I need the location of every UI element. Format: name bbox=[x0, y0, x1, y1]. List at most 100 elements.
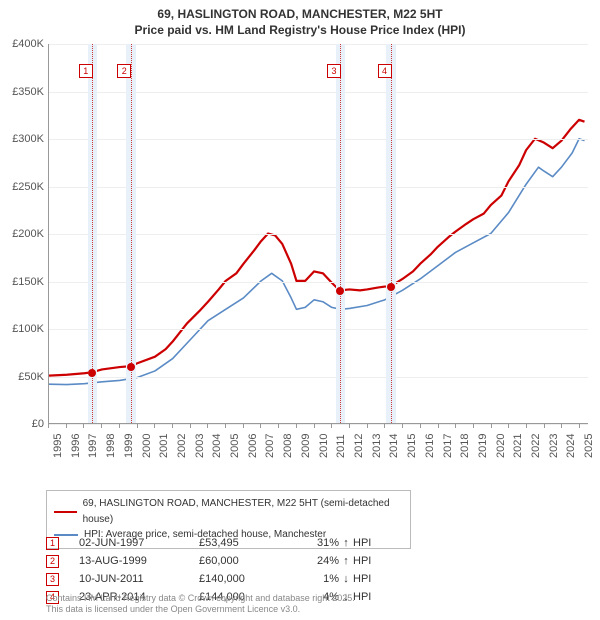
x-tick bbox=[367, 423, 368, 428]
x-tick-label: 2013 bbox=[371, 434, 383, 458]
x-tick-label: 2003 bbox=[194, 434, 206, 458]
x-tick bbox=[83, 423, 84, 428]
x-tick bbox=[420, 423, 421, 428]
sales-row-price: £140,000 bbox=[199, 573, 289, 585]
sales-row-tag: HPI bbox=[353, 591, 383, 603]
x-tick bbox=[207, 423, 208, 428]
x-tick-label: 2019 bbox=[477, 434, 489, 458]
x-tick-label: 2022 bbox=[530, 434, 542, 458]
x-tick-label: 2012 bbox=[353, 434, 365, 458]
chart-title-block: 69, HASLINGTON ROAD, MANCHESTER, M22 5HT… bbox=[0, 0, 600, 38]
legend-label-property: 69, HASLINGTON ROAD, MANCHESTER, M22 5HT… bbox=[83, 496, 403, 527]
sale-dotted-line bbox=[391, 44, 392, 423]
sales-row-date: 02-JUN-1997 bbox=[79, 537, 199, 549]
x-tick-label: 1998 bbox=[105, 434, 117, 458]
x-tick-label: 2001 bbox=[158, 434, 170, 458]
x-tick-label: 2004 bbox=[211, 434, 223, 458]
footnote: Contains HM Land Registry data © Crown c… bbox=[46, 593, 355, 616]
sales-row-price: £53,495 bbox=[199, 537, 289, 549]
x-tick bbox=[119, 423, 120, 428]
sale-marker-3: 3 bbox=[327, 64, 341, 78]
x-tick bbox=[243, 423, 244, 428]
x-tick bbox=[172, 423, 173, 428]
arrow-icon: ↑ bbox=[339, 555, 353, 567]
x-tick bbox=[331, 423, 332, 428]
sales-row-date: 10-JUN-2011 bbox=[79, 573, 199, 585]
sale-point-dot bbox=[387, 283, 395, 291]
x-tick bbox=[190, 423, 191, 428]
x-tick bbox=[66, 423, 67, 428]
x-tick-label: 2011 bbox=[335, 434, 347, 458]
sales-row-marker: 1 bbox=[46, 537, 59, 550]
x-tick bbox=[526, 423, 527, 428]
sale-point-dot bbox=[88, 369, 96, 377]
x-tick-label: 2007 bbox=[264, 434, 276, 458]
arrow-icon: ↑ bbox=[339, 537, 353, 549]
x-tick-label: 2015 bbox=[406, 434, 418, 458]
x-tick-label: 2025 bbox=[583, 434, 595, 458]
x-tick-label: 1999 bbox=[123, 434, 135, 458]
y-tick-label: £250K bbox=[0, 181, 44, 193]
sales-row-tag: HPI bbox=[353, 537, 383, 549]
x-tick bbox=[349, 423, 350, 428]
x-tick bbox=[455, 423, 456, 428]
x-tick bbox=[296, 423, 297, 428]
sales-row-marker: 2 bbox=[46, 555, 59, 568]
x-tick-label: 2021 bbox=[512, 434, 524, 458]
sales-row-pct: 1% bbox=[289, 573, 339, 585]
x-tick-label: 2020 bbox=[495, 434, 507, 458]
sales-row-price: £60,000 bbox=[199, 555, 289, 567]
y-tick-label: £100K bbox=[0, 323, 44, 335]
sales-row: 1 02-JUN-1997£53,49531%↑HPI bbox=[46, 534, 383, 552]
x-tick-label: 2010 bbox=[318, 434, 330, 458]
y-tick-label: £150K bbox=[0, 276, 44, 288]
x-tick bbox=[544, 423, 545, 428]
sales-row-pct: 31% bbox=[289, 537, 339, 549]
title-line2: Price paid vs. HM Land Registry's House … bbox=[0, 22, 600, 38]
x-tick-label: 2009 bbox=[300, 434, 312, 458]
sales-row-marker: 3 bbox=[46, 573, 59, 586]
x-tick-label: 2000 bbox=[141, 434, 153, 458]
x-tick bbox=[154, 423, 155, 428]
legend-item-property: 69, HASLINGTON ROAD, MANCHESTER, M22 5HT… bbox=[54, 496, 403, 527]
x-tick bbox=[314, 423, 315, 428]
x-axis-labels: 1995 1996 1997 1998 1999 2000 2001 2002 2003 2004… bbox=[48, 424, 588, 484]
sale-marker-1: 1 bbox=[79, 64, 93, 78]
footnote-line1: Contains HM Land Registry data © Crown c… bbox=[46, 593, 355, 605]
x-tick bbox=[48, 423, 49, 428]
legend-swatch-property bbox=[54, 511, 77, 513]
sale-dotted-line bbox=[92, 44, 93, 423]
x-tick bbox=[473, 423, 474, 428]
x-tick bbox=[561, 423, 562, 428]
y-tick-label: £300K bbox=[0, 133, 44, 145]
x-tick-label: 2014 bbox=[388, 434, 400, 458]
x-tick-label: 1997 bbox=[87, 434, 99, 458]
x-tick bbox=[579, 423, 580, 428]
sale-point-dot bbox=[127, 363, 135, 371]
arrow-icon: ↓ bbox=[339, 573, 353, 585]
x-tick-label: 2005 bbox=[229, 434, 241, 458]
sale-marker-4: 4 bbox=[378, 64, 392, 78]
x-tick-label: 1996 bbox=[70, 434, 82, 458]
sales-row-date: 13-AUG-1999 bbox=[79, 555, 199, 567]
x-tick bbox=[384, 423, 385, 428]
y-tick-label: £0 bbox=[0, 418, 44, 430]
x-tick-label: 1995 bbox=[52, 434, 64, 458]
x-tick bbox=[491, 423, 492, 428]
x-tick bbox=[101, 423, 102, 428]
sales-row-tag: HPI bbox=[353, 573, 383, 585]
sales-row-tag: HPI bbox=[353, 555, 383, 567]
x-tick-label: 2008 bbox=[282, 434, 294, 458]
sale-marker-2: 2 bbox=[117, 64, 131, 78]
x-tick bbox=[508, 423, 509, 428]
sales-row-pct: 24% bbox=[289, 555, 339, 567]
x-tick-label: 2002 bbox=[176, 434, 188, 458]
plot-region: 1 2 3 4 bbox=[48, 44, 588, 424]
x-tick-label: 2017 bbox=[442, 434, 454, 458]
sales-row: 3 10-JUN-2011£140,0001%↓HPI bbox=[46, 570, 383, 588]
sale-point-dot bbox=[336, 287, 344, 295]
x-tick-label: 2016 bbox=[424, 434, 436, 458]
x-tick bbox=[278, 423, 279, 428]
title-line1: 69, HASLINGTON ROAD, MANCHESTER, M22 5HT bbox=[0, 6, 600, 22]
footnote-line2: This data is licensed under the Open Gov… bbox=[46, 604, 355, 616]
